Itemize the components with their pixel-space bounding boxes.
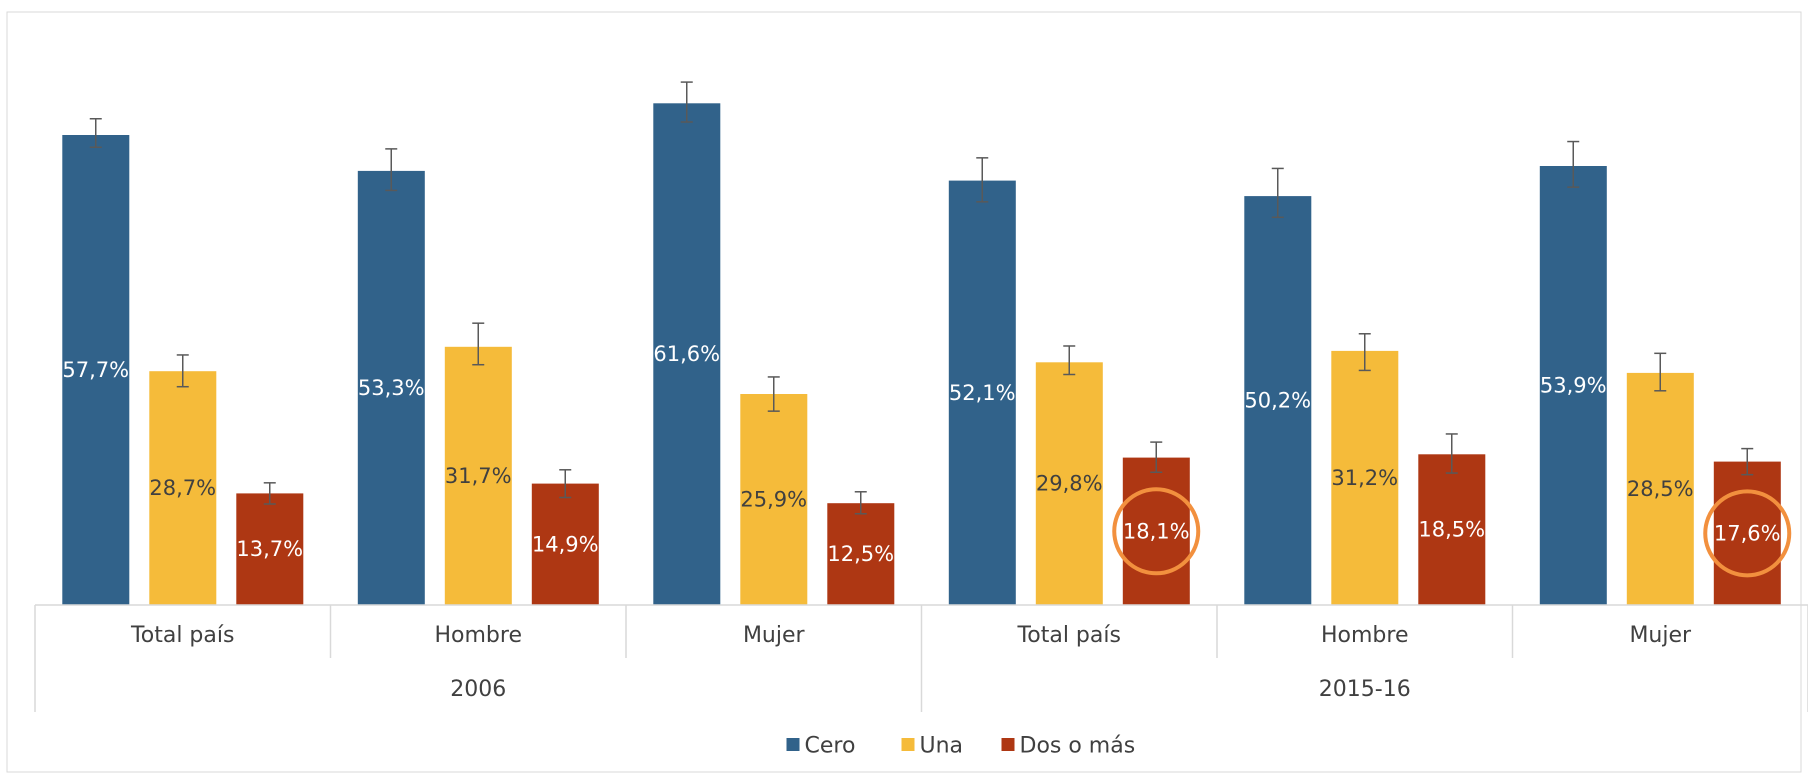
error-bar-0-4 (1271, 167, 1284, 219)
bar-cero-0 (62, 135, 130, 605)
highlight-layer (1112, 487, 1792, 578)
bar-cero-3 (948, 180, 1016, 605)
legend-item-una: Una (901, 734, 964, 759)
error-bars-layer (89, 81, 1754, 515)
error-bar-1-2 (767, 376, 780, 412)
data-label-2-0: 13,7% (236, 537, 303, 561)
error-bar-0-0 (89, 117, 102, 149)
error-bar-1-3 (1063, 345, 1076, 376)
data-label-1-4: 31,2% (1331, 466, 1398, 490)
category-tick-label: Hombre (435, 623, 523, 648)
legend-label: Dos o más (1020, 734, 1136, 759)
bars-layer (62, 103, 1781, 606)
error-bar-0-2 (680, 81, 693, 123)
data-label-0-5: 53,9% (1540, 373, 1607, 397)
category-tick-label: Total país (130, 623, 234, 648)
legend: Cero Una Dos o más (786, 734, 1136, 759)
highlight-circle-1 (1703, 489, 1792, 578)
bar-cero-5 (1539, 166, 1607, 605)
category-tick-label: Total país (1017, 623, 1121, 648)
error-bar-1-1 (472, 322, 485, 366)
error-bar-1-0 (176, 354, 189, 388)
data-label-2-3: 18,1% (1123, 519, 1190, 543)
legend-item-cero: Cero (786, 734, 856, 759)
legend-swatch (786, 738, 800, 751)
data-label-2-2: 12,5% (827, 542, 894, 566)
legend-label: Una (920, 734, 964, 759)
data-labels-layer: 57,7% 53,3% 61,6% 52,1% 50,2% 53,9% 28,7% 31,7%… (62, 342, 1780, 566)
bar-una-0 (149, 371, 217, 605)
error-bar-0-1 (385, 148, 398, 192)
error-bar-0-3 (976, 157, 989, 203)
group-tick-label: 2015-16 (1319, 677, 1411, 702)
bar-dos-o-más-1 (531, 483, 599, 605)
legend-label: Cero (805, 734, 856, 759)
data-label-1-0: 28,7% (149, 476, 216, 500)
bar-una-2 (740, 394, 808, 605)
error-bar-2-2 (854, 491, 867, 515)
data-label-0-1: 53,3% (358, 376, 425, 400)
data-label-1-5: 28,5% (1627, 477, 1694, 501)
category-tick-label: Mujer (1629, 623, 1692, 648)
bar-una-3 (1035, 362, 1103, 605)
data-label-0-4: 50,2% (1244, 389, 1311, 413)
bar-una-4 (1331, 350, 1399, 605)
bar-cero-1 (357, 170, 425, 605)
bar-cero-4 (1244, 196, 1312, 605)
error-bar-0-5 (1567, 140, 1580, 188)
category-tick-label: Mujer (743, 623, 806, 648)
data-label-2-1: 14,9% (532, 532, 599, 556)
legend-item-dos-o-más: Dos o más (1001, 734, 1136, 759)
group-tick-label: 2006 (450, 677, 506, 702)
highlight-circle-0 (1112, 487, 1201, 576)
bar-dos-o-más-3 (1122, 457, 1190, 605)
bar-dos-o-más-5 (1713, 461, 1781, 605)
error-bar-2-0 (263, 482, 276, 505)
error-bar-2-3 (1150, 441, 1163, 473)
data-label-0-0: 57,7% (62, 358, 129, 382)
error-bar-2-1 (559, 469, 572, 499)
error-bar-2-4 (1445, 433, 1458, 474)
legend-swatch (901, 738, 915, 751)
bar-dos-o-más-4 (1418, 454, 1486, 605)
data-label-1-2: 25,9% (740, 488, 807, 512)
bar-una-1 (444, 346, 512, 605)
category-axis: Total país Hombre Mujer Total país Hombre Muj… (34, 604, 1808, 712)
category-tick-label: Hombre (1321, 623, 1409, 648)
data-label-0-2: 61,6% (653, 342, 720, 366)
bar-dos-o-más-0 (236, 493, 304, 605)
data-label-2-5: 17,6% (1714, 521, 1781, 545)
data-label-0-3: 52,1% (949, 381, 1016, 405)
chart-frame (6, 11, 1802, 773)
bar-cero-2 (653, 103, 721, 606)
data-label-1-3: 29,8% (1036, 472, 1103, 496)
bar-una-5 (1626, 372, 1694, 605)
error-bar-2-5 (1741, 447, 1754, 476)
error-bar-1-5 (1654, 352, 1667, 392)
error-bar-1-4 (1358, 333, 1371, 372)
data-label-2-4: 18,5% (1418, 518, 1485, 542)
bar-dos-o-más-2 (827, 503, 895, 605)
data-label-1-1: 31,7% (445, 464, 512, 488)
legend-swatch (1001, 738, 1015, 751)
